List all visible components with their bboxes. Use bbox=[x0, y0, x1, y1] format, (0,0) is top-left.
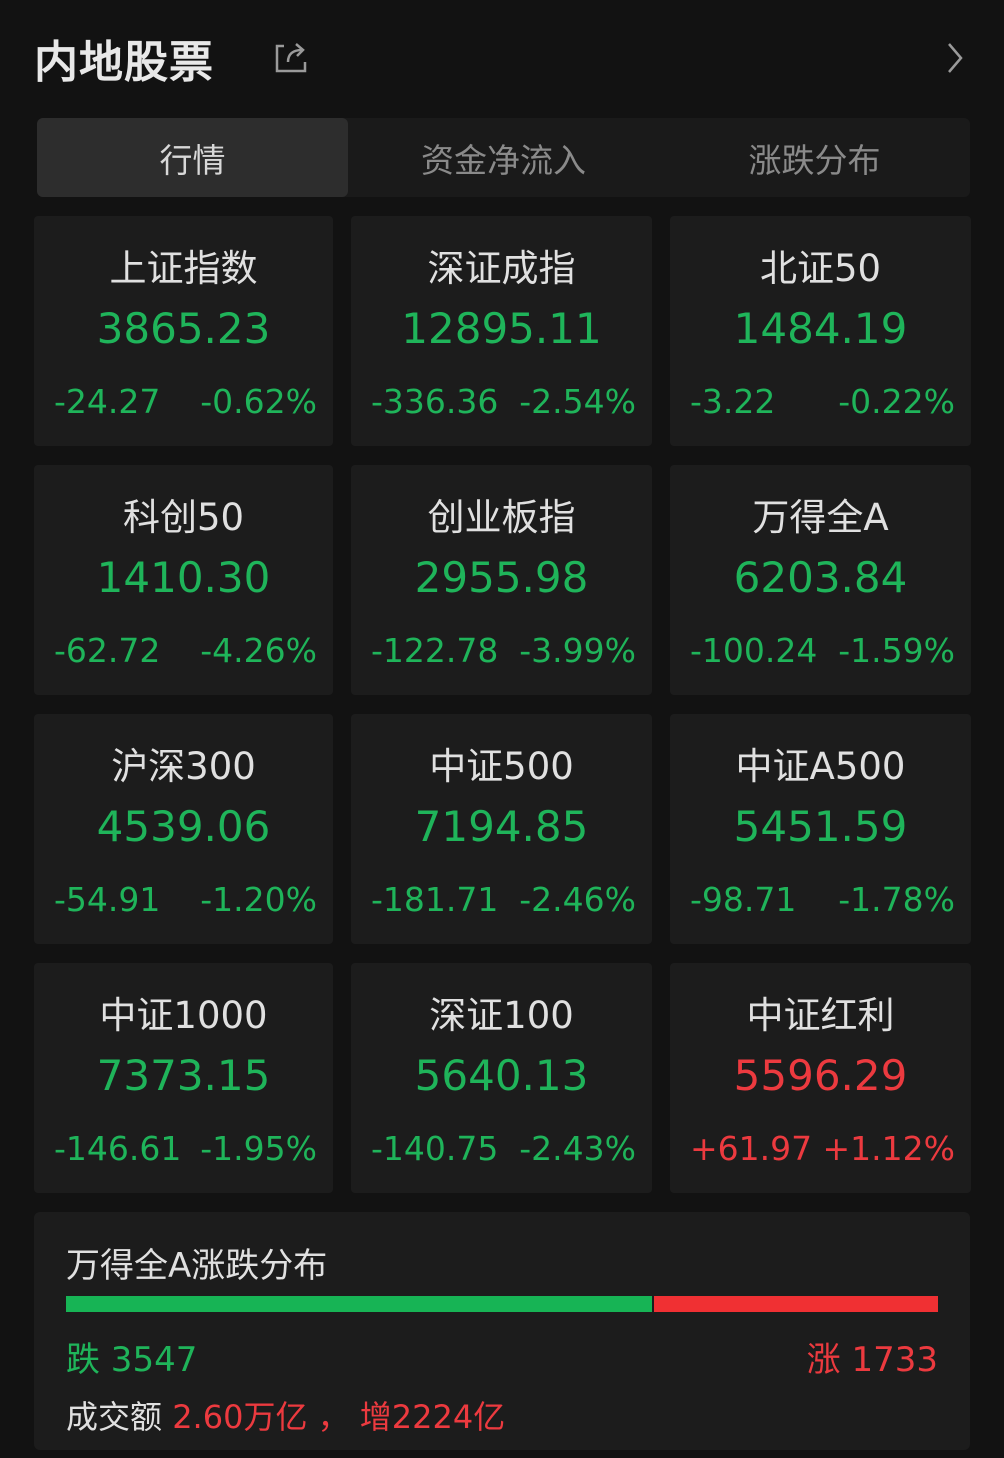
index-pct: +1.12% bbox=[822, 1129, 955, 1168]
distribution-panel[interactable]: 万得全A涨跌分布 跌 3547 涨 1733 成交额 2.60万亿 ， 增222… bbox=[34, 1212, 970, 1450]
distribution-title: 万得全A涨跌分布 bbox=[66, 1246, 328, 1286]
index-pct: -1.20% bbox=[200, 880, 317, 919]
index-card[interactable]: 中证A500 5451.59 -98.71 -1.78% bbox=[670, 714, 971, 944]
index-pct: -4.26% bbox=[200, 631, 317, 670]
volume-line: 成交额 2.60万亿 ， 增2224亿 bbox=[66, 1392, 505, 1438]
index-price: 2955.98 bbox=[414, 553, 589, 602]
distribution-bar bbox=[66, 1296, 938, 1312]
tab-market[interactable]: 行情 bbox=[37, 118, 348, 197]
index-pct: -2.43% bbox=[519, 1129, 636, 1168]
index-name: 沪深300 bbox=[111, 745, 256, 788]
index-price: 7373.15 bbox=[96, 1051, 271, 1100]
index-price: 12895.11 bbox=[401, 304, 602, 353]
index-price: 6203.84 bbox=[733, 553, 908, 602]
index-price: 1484.19 bbox=[733, 304, 908, 353]
index-change: -140.75 bbox=[371, 1129, 499, 1168]
index-name: 科创50 bbox=[122, 496, 245, 539]
index-card[interactable]: 沪深300 4539.06 -54.91 -1.20% bbox=[34, 714, 333, 944]
tab-net-inflow[interactable]: 资金净流入 bbox=[421, 140, 586, 180]
index-pct: -2.54% bbox=[519, 382, 636, 421]
index-change: -146.61 bbox=[54, 1129, 182, 1168]
volume-value: 2.60万亿 ， bbox=[172, 1398, 350, 1436]
index-name: 深证成指 bbox=[427, 247, 576, 290]
index-price: 5451.59 bbox=[733, 802, 908, 851]
index-card[interactable]: 万得全A 6203.84 -100.24 -1.59% bbox=[670, 465, 971, 695]
index-name: 中证1000 bbox=[99, 994, 268, 1037]
index-price: 3865.23 bbox=[96, 304, 271, 353]
index-name: 万得全A bbox=[752, 496, 889, 539]
index-name: 中证A500 bbox=[735, 745, 906, 788]
down-bar bbox=[66, 1296, 652, 1312]
down-count: 跌 3547 bbox=[66, 1340, 198, 1380]
index-change: -62.72 bbox=[54, 631, 161, 670]
tab-bar: 行情 资金净流入 涨跌分布 bbox=[37, 118, 970, 197]
index-pct: -3.99% bbox=[519, 631, 636, 670]
index-change: -181.71 bbox=[371, 880, 499, 919]
index-price: 7194.85 bbox=[414, 802, 589, 851]
index-change: -98.71 bbox=[690, 880, 797, 919]
index-name: 上证指数 bbox=[109, 247, 258, 290]
index-price: 4539.06 bbox=[96, 802, 271, 851]
index-change: -122.78 bbox=[371, 631, 499, 670]
index-change: -54.91 bbox=[54, 880, 161, 919]
index-change: -3.22 bbox=[690, 382, 776, 421]
page-title: 内地股票 bbox=[34, 37, 214, 88]
index-card[interactable]: 中证1000 7373.15 -146.61 -1.95% bbox=[34, 963, 333, 1193]
index-price: 5640.13 bbox=[414, 1051, 589, 1100]
index-pct: -2.46% bbox=[519, 880, 636, 919]
index-card[interactable]: 中证红利 5596.29 +61.97 +1.12% bbox=[670, 963, 971, 1193]
index-pct: -0.62% bbox=[200, 382, 317, 421]
index-price: 5596.29 bbox=[733, 1051, 908, 1100]
volume-label: 成交额 bbox=[66, 1398, 163, 1436]
share-icon[interactable] bbox=[274, 40, 308, 74]
index-price: 1410.30 bbox=[96, 553, 271, 602]
index-card[interactable]: 创业板指 2955.98 -122.78 -3.99% bbox=[351, 465, 652, 695]
chevron-right-icon[interactable] bbox=[942, 40, 968, 76]
volume-change: 增2224亿 bbox=[359, 1398, 506, 1436]
index-change: -100.24 bbox=[690, 631, 818, 670]
index-card[interactable]: 北证50 1484.19 -3.22 -0.22% bbox=[670, 216, 971, 446]
index-change: -24.27 bbox=[54, 382, 161, 421]
index-card[interactable]: 科创50 1410.30 -62.72 -4.26% bbox=[34, 465, 333, 695]
index-card[interactable]: 深证100 5640.13 -140.75 -2.43% bbox=[351, 963, 652, 1193]
index-name: 中证红利 bbox=[746, 994, 895, 1037]
up-bar bbox=[653, 1296, 938, 1312]
index-card[interactable]: 上证指数 3865.23 -24.27 -0.62% bbox=[34, 216, 333, 446]
index-change: +61.97 bbox=[690, 1129, 813, 1168]
index-grid: 上证指数 3865.23 -24.27 -0.62% 深证成指 12895.11 … bbox=[34, 216, 971, 1193]
index-pct: -1.95% bbox=[200, 1129, 317, 1168]
index-pct: -0.22% bbox=[838, 382, 955, 421]
index-pct: -1.78% bbox=[838, 880, 955, 919]
index-name: 深证100 bbox=[429, 994, 574, 1037]
tab-distribution[interactable]: 涨跌分布 bbox=[748, 140, 881, 180]
index-name: 创业板指 bbox=[427, 496, 576, 539]
index-name: 中证500 bbox=[429, 745, 574, 788]
index-card[interactable]: 深证成指 12895.11 -336.36 -2.54% bbox=[351, 216, 652, 446]
index-name: 北证50 bbox=[759, 247, 882, 290]
index-pct: -1.59% bbox=[838, 631, 955, 670]
index-card[interactable]: 中证500 7194.85 -181.71 -2.46% bbox=[351, 714, 652, 944]
up-count: 涨 1733 bbox=[806, 1340, 938, 1380]
index-change: -336.36 bbox=[371, 382, 499, 421]
